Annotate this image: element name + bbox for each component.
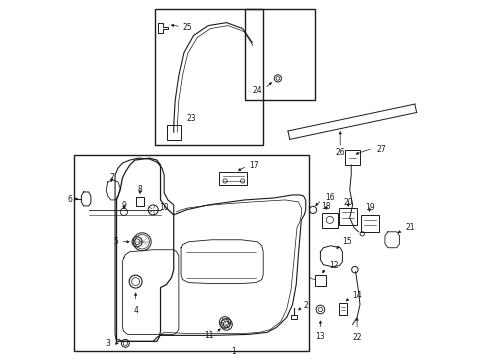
Text: 8: 8 [137,185,142,194]
Bar [314,275,325,285]
Bar [244,9,314,100]
Text: 18: 18 [321,202,330,211]
Text: 12: 12 [328,261,338,270]
Bar [321,213,337,228]
Bar [339,208,356,225]
Text: 5: 5 [114,237,119,246]
Text: 23: 23 [186,114,195,123]
Text: 25: 25 [182,23,192,32]
Text: 24: 24 [252,86,261,95]
Text: 27: 27 [375,145,385,154]
Bar [219,172,246,185]
Bar [136,197,144,206]
Text: 16: 16 [325,193,334,202]
Text: 19: 19 [364,203,374,212]
Text: 7: 7 [109,173,114,182]
Text: 22: 22 [351,333,361,342]
Text: 2: 2 [303,301,307,310]
Text: 17: 17 [249,161,258,170]
Text: 10: 10 [159,203,168,212]
Text: 14: 14 [352,291,362,300]
Bar [167,125,181,140]
Text: 15: 15 [342,237,351,246]
Text: 1: 1 [231,347,236,356]
Bar [155,9,263,145]
Text: 9: 9 [121,201,126,210]
Bar [338,302,346,315]
Text: 4: 4 [133,306,138,315]
Bar [290,315,296,319]
Text: 3: 3 [105,339,110,348]
Bar [360,215,378,232]
Text: 6: 6 [67,195,72,204]
Bar [74,155,308,351]
Bar [345,150,359,165]
Text: 21: 21 [405,223,414,232]
Text: 20: 20 [343,198,352,207]
Text: 26: 26 [335,148,345,157]
Text: 13: 13 [315,332,325,341]
Text: 11: 11 [203,331,213,340]
